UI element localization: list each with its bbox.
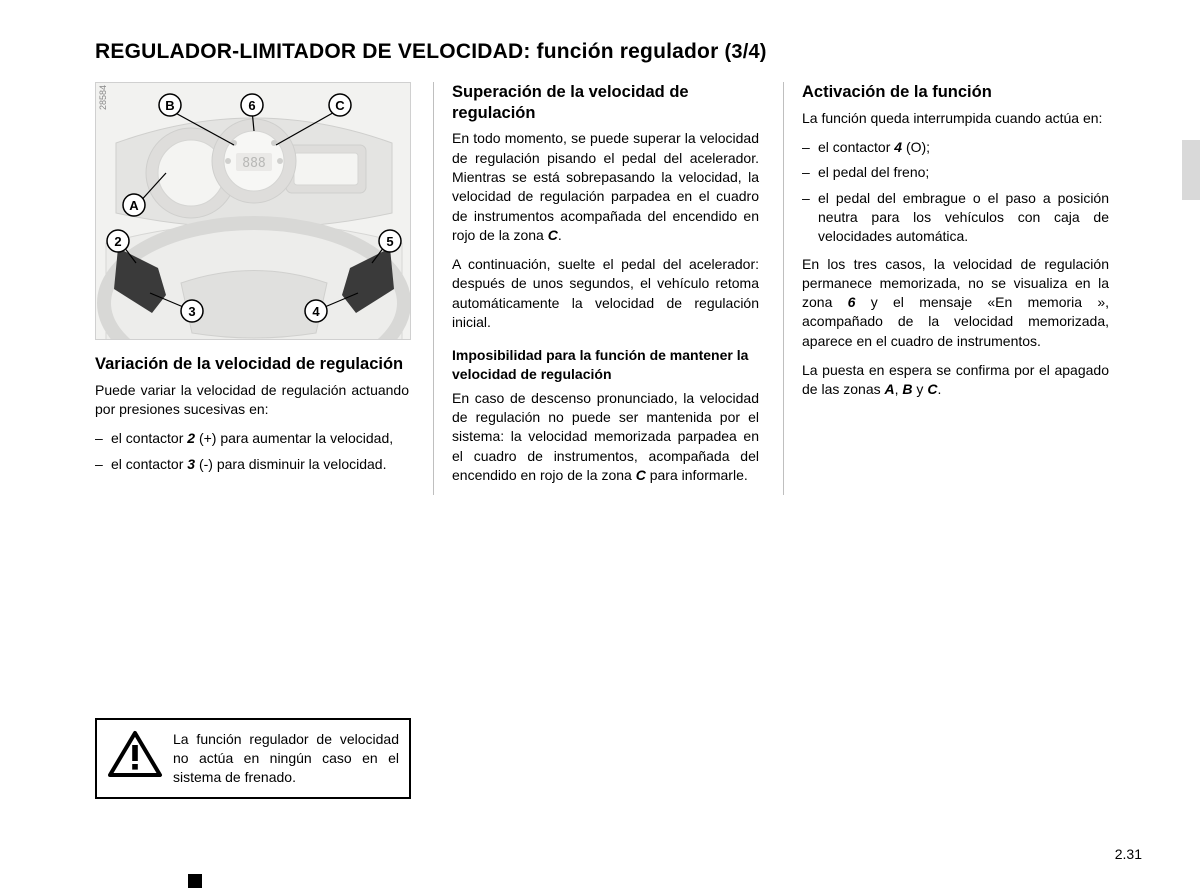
col1-intro: Puede variar la velocidad de regulación …	[95, 381, 409, 420]
label-C: C	[335, 98, 345, 113]
crop-mark	[188, 874, 202, 888]
column-1: 28584 888	[95, 82, 433, 495]
col2-heading: Superación de la velocidad de regulación	[452, 82, 759, 123]
label-A: A	[129, 198, 139, 213]
col3-list: el contactor 4 (O); el pedal del freno; …	[802, 138, 1109, 247]
page-title: REGULADOR-LIMITADOR DE VELOCIDAD: funció…	[95, 40, 1140, 64]
col3-p3: La puesta en espera se confirma por el a…	[802, 361, 1109, 400]
col2-p1: En todo momento, se puede superar la vel…	[452, 129, 759, 245]
column-3: Activación de la función La función qued…	[783, 82, 1133, 495]
col1-list: el contactor 2 (+) para aumentar la velo…	[95, 429, 409, 474]
col2-p3: En caso de descenso pronunciado, la velo…	[452, 389, 759, 486]
list-item: el contactor 2 (+) para aumentar la velo…	[95, 429, 409, 448]
col3-intro: La función queda interrumpida cuando act…	[802, 109, 1109, 128]
content-columns: 28584 888	[95, 82, 1140, 495]
thumb-tab	[1182, 140, 1200, 200]
title-part: (3/4)	[725, 41, 767, 63]
list-item: el contactor 4 (O);	[802, 138, 1109, 157]
label-6: 6	[248, 98, 255, 113]
col3-heading: Activación de la función	[802, 82, 1109, 103]
label-3: 3	[188, 304, 195, 319]
label-2: 2	[114, 234, 121, 249]
label-B: B	[165, 98, 174, 113]
warning-text: La función regulador de velocidad no act…	[173, 730, 399, 787]
col2-subheading: Imposibilidad para la función de mantene…	[452, 346, 759, 382]
list-item: el pedal del freno;	[802, 163, 1109, 182]
list-item: el pedal del embrague o el paso a posici…	[802, 189, 1109, 247]
warning-icon	[107, 730, 163, 785]
col2-p2: A continuación, suelte el pedal del acel…	[452, 255, 759, 332]
col3-p2: En los tres casos, la velocidad de regul…	[802, 255, 1109, 352]
title-main: REGULADOR-LIMITADOR DE VELOCIDAD: funció…	[95, 40, 718, 63]
label-5: 5	[386, 234, 393, 249]
image-code: 28584	[98, 85, 108, 110]
column-2: Superación de la velocidad de regulación…	[433, 82, 783, 495]
list-item: el contactor 3 (-) para disminuir la vel…	[95, 455, 409, 474]
col1-heading: Variación de la velocidad de regulación	[95, 354, 409, 375]
display-value: 888	[242, 156, 265, 171]
page-number: 2.31	[1115, 846, 1142, 862]
label-4: 4	[312, 304, 320, 319]
warning-box: La función regulador de velocidad no act…	[95, 718, 411, 799]
dashboard-diagram: 28584 888	[95, 82, 411, 340]
